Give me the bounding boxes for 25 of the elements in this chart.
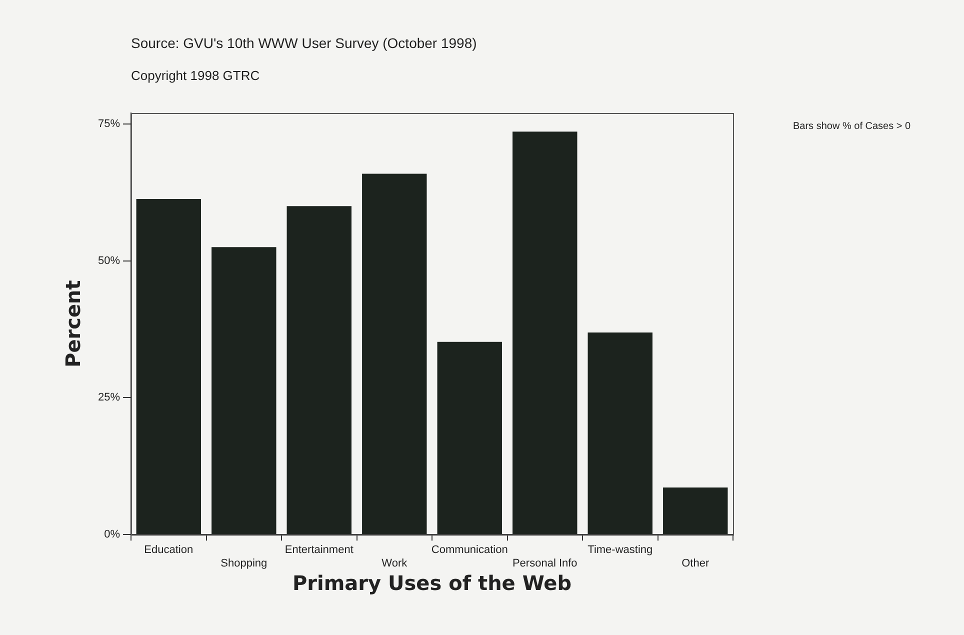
text: Bars show % of Cases > 0 [793,121,911,132]
bar [512,132,578,534]
bar [588,332,652,534]
bar [136,198,201,534]
bar [437,342,502,534]
chart-subtitle: Copyright 1998 GTRC [131,68,260,83]
x-tick-label: Work [382,557,408,570]
chart-title: Source: GVU's 10th WWW User Survey (October 1998) [131,35,477,51]
x-tick-label: Education [144,544,194,556]
y-tick-label: 75% [98,118,120,130]
x-tick-label: Time-wasting [588,544,653,556]
bar [212,247,276,534]
y-tick-label: 0% [104,528,120,541]
x-tick-label: Entertainment [284,544,354,556]
x-axis-title: Primary Uses of the Web [292,571,572,596]
x-tick-label: Other [682,557,710,570]
bar [663,488,728,534]
x-tick-label: Personal Info [512,557,578,570]
x-tick-label: Communication [431,544,508,556]
y-axis-title: Percent [61,280,86,368]
x-tick-label: Shopping [220,557,268,570]
bar [286,206,352,534]
y-tick-label: 50% [98,254,120,267]
y-tick-label: 25% [98,392,120,404]
bar [362,174,427,534]
